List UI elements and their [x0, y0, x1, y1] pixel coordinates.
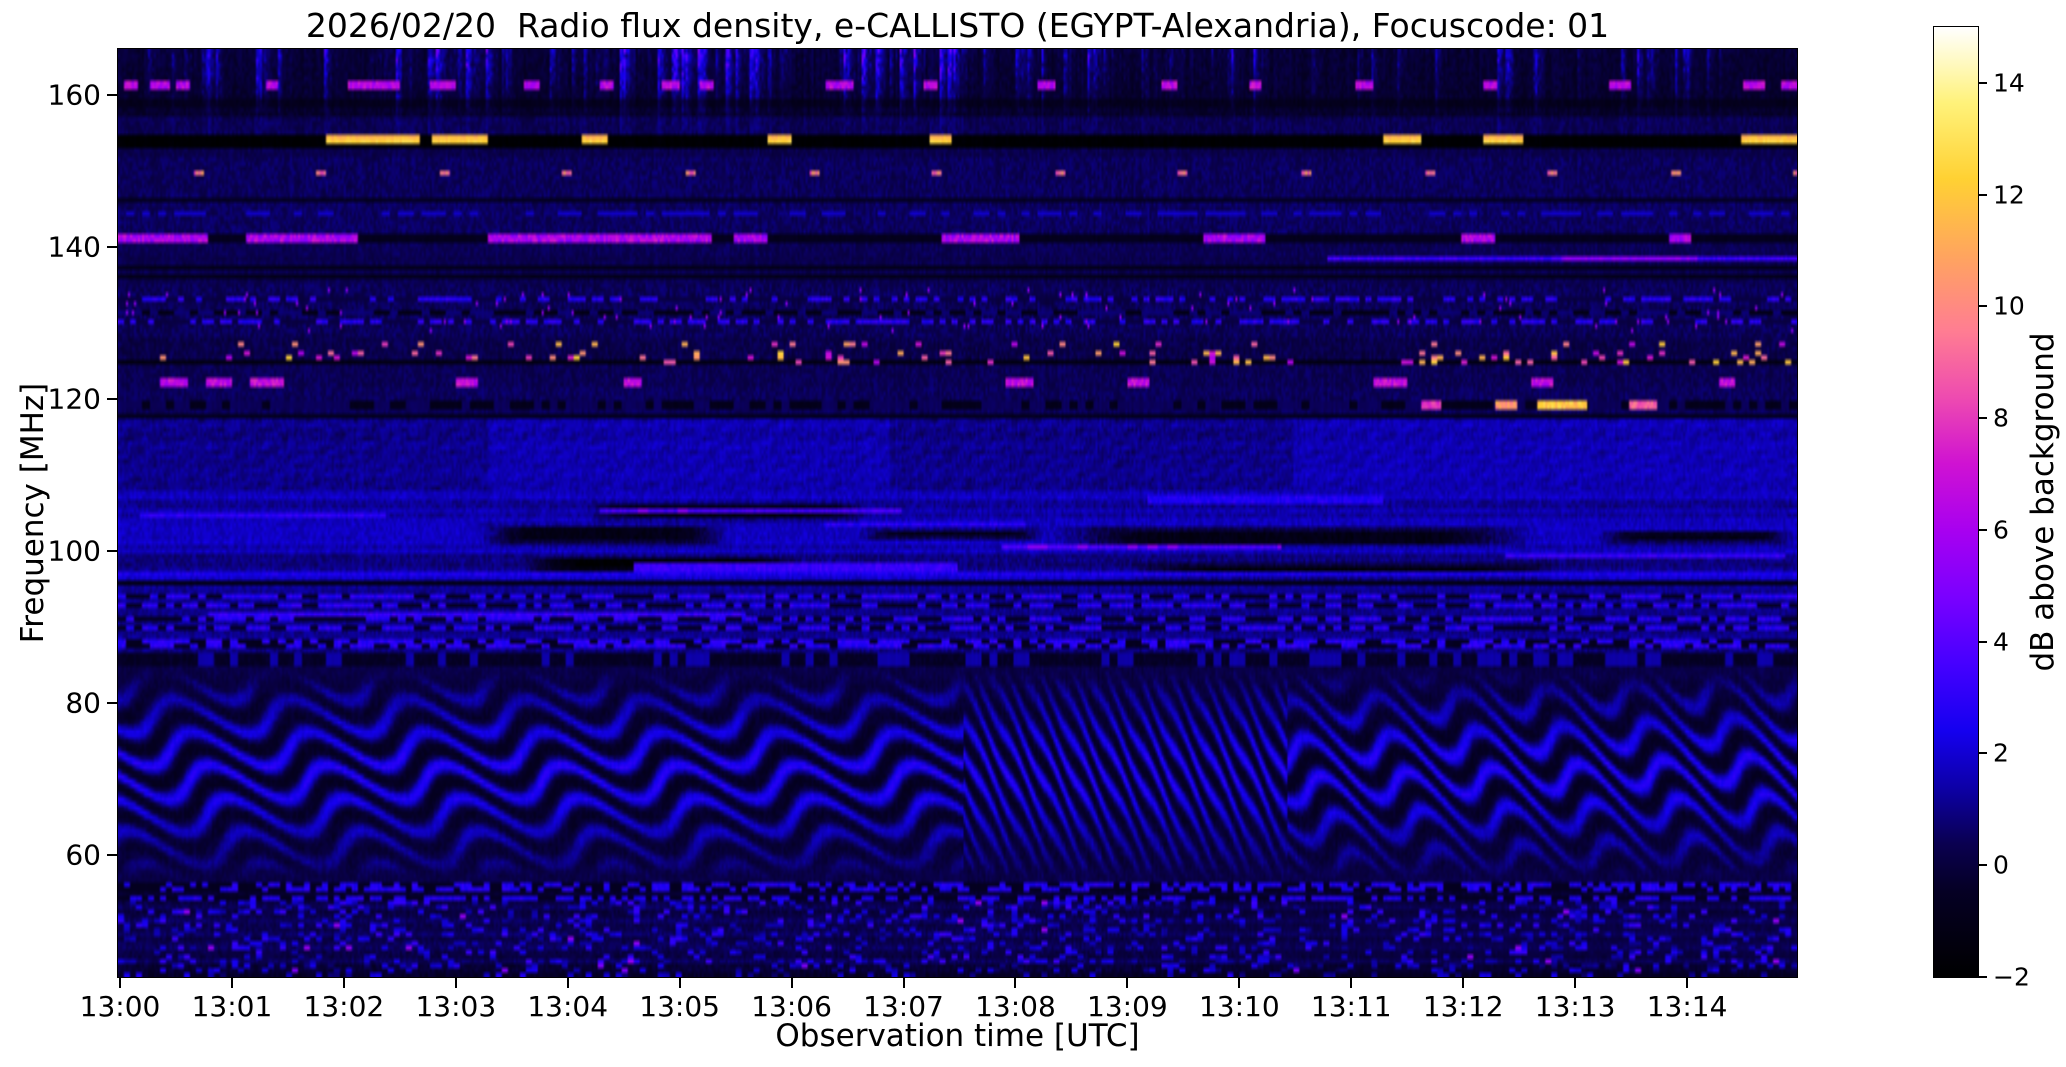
- colorbar-tick: [1979, 864, 1987, 867]
- y-tick: [107, 93, 117, 96]
- y-tick-label: 160: [47, 78, 101, 112]
- colorbar-tick: [1979, 193, 1987, 196]
- x-tick: [1350, 978, 1353, 988]
- colorbar-tick: [1979, 81, 1987, 84]
- x-tick-label: 13:10: [1198, 990, 1280, 1023]
- y-tick: [107, 854, 117, 857]
- x-tick: [342, 978, 345, 988]
- colorbar-label: dB above background: [2025, 332, 2061, 672]
- x-tick-label: 13:03: [415, 990, 497, 1023]
- x-tick: [1014, 978, 1017, 988]
- x-tick-label: 13:00: [79, 990, 161, 1023]
- y-tick-label: 120: [47, 382, 101, 416]
- x-tick: [902, 978, 905, 988]
- x-tick: [1126, 978, 1129, 988]
- y-tick-label: 80: [65, 686, 101, 720]
- x-tick: [1238, 978, 1241, 988]
- spectrogram-plot: [117, 48, 1798, 978]
- x-tick-label: 13:04: [527, 990, 609, 1023]
- y-tick: [107, 702, 117, 705]
- spectrogram-canvas: [118, 49, 1797, 977]
- x-tick-label: 13:09: [1087, 990, 1168, 1023]
- x-tick-label: 13:06: [751, 990, 832, 1023]
- x-tick-label: 13:12: [1422, 990, 1504, 1023]
- x-tick: [790, 978, 793, 988]
- colorbar-tick-label: 12: [1993, 180, 2025, 210]
- colorbar-tick-label: 8: [1993, 403, 2009, 433]
- colorbar-tick: [1979, 528, 1987, 531]
- colorbar-gradient: [1934, 27, 1978, 977]
- colorbar: [1933, 26, 1979, 978]
- colorbar-tick: [1979, 417, 1987, 420]
- y-tick-label: 60: [65, 838, 101, 872]
- y-tick-label: 140: [47, 230, 101, 264]
- x-tick-label: 13:14: [1646, 990, 1728, 1023]
- x-tick-label: 13:01: [191, 990, 273, 1023]
- colorbar-tick-label: 10: [1993, 291, 2025, 321]
- x-tick: [454, 978, 457, 988]
- x-tick-label: 13:11: [1310, 990, 1392, 1023]
- colorbar-tick: [1979, 752, 1987, 755]
- colorbar-tick-label: 14: [1993, 68, 2025, 98]
- colorbar-tick-label: −2: [1993, 962, 2030, 992]
- x-tick: [1686, 978, 1689, 988]
- y-tick: [107, 245, 117, 248]
- colorbar-tick: [1979, 640, 1987, 643]
- y-tick: [107, 550, 117, 553]
- x-tick-label: 13:08: [975, 990, 1056, 1023]
- y-axis-label: Frequency [MHz]: [15, 382, 51, 644]
- y-tick: [107, 397, 117, 400]
- colorbar-tick-label: 0: [1993, 850, 2009, 880]
- x-axis-label: Observation time [UTC]: [775, 1018, 1140, 1054]
- x-tick: [678, 978, 681, 988]
- x-tick: [119, 978, 121, 988]
- colorbar-tick: [1979, 305, 1987, 308]
- colorbar-tick-label: 6: [1993, 515, 2009, 545]
- x-tick-label: 13:05: [639, 990, 721, 1023]
- x-tick-label: 13:07: [863, 990, 944, 1023]
- colorbar-tick: [1979, 976, 1987, 978]
- colorbar-tick-label: 4: [1993, 627, 2009, 657]
- colorbar-tick-label: 2: [1993, 738, 2009, 768]
- x-tick-label: 13:02: [303, 990, 385, 1023]
- x-tick: [1574, 978, 1577, 988]
- x-tick: [230, 978, 233, 988]
- x-tick-label: 13:13: [1534, 990, 1616, 1023]
- plot-title: 2026/02/20 Radio flux density, e-CALLIST…: [305, 6, 1610, 45]
- y-tick-label: 100: [47, 534, 101, 568]
- x-tick: [1462, 978, 1465, 988]
- x-tick: [566, 978, 569, 988]
